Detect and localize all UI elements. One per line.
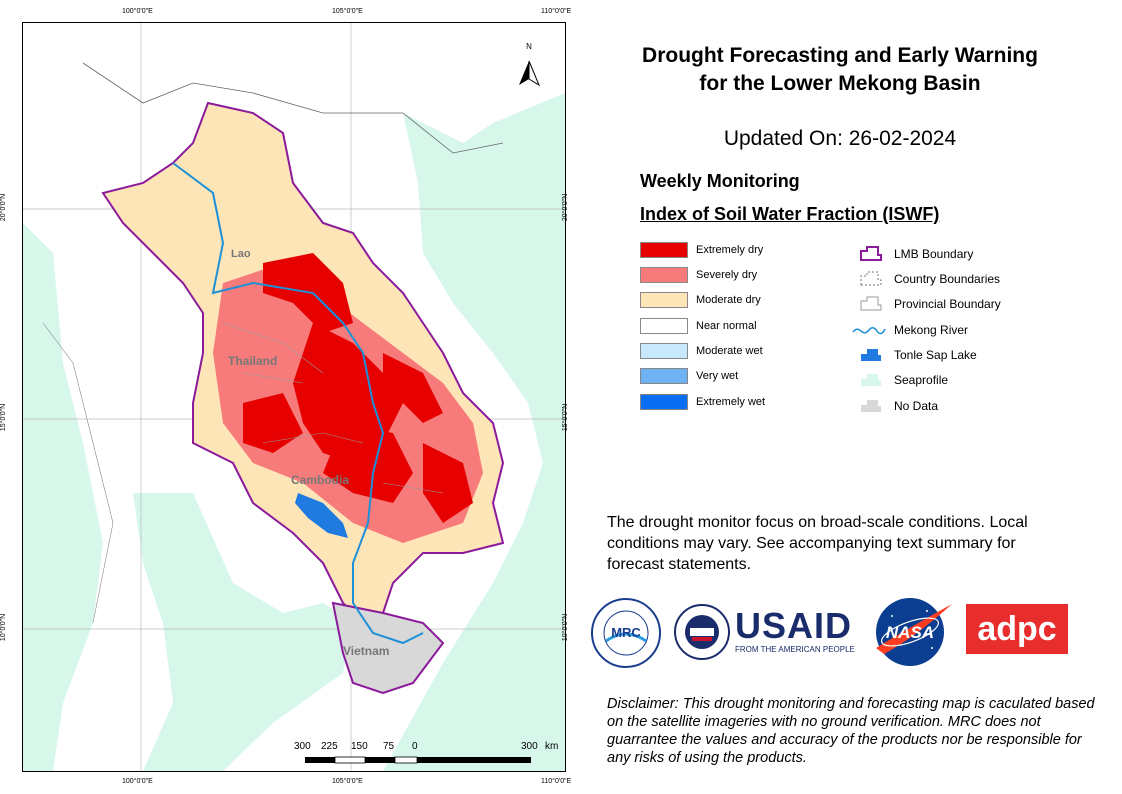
updated-date: Updated On: 26-02-2024: [723, 127, 957, 150]
coord-bottom: 105°0'0"E: [332, 778, 363, 785]
legend-swatch: [640, 343, 688, 359]
coord-right: 15°0'0"N: [562, 403, 570, 432]
scale-label: 75: [383, 741, 395, 752]
map-frame[interactable]: N Lao Thailand Cambodia Vietnam: [22, 22, 566, 772]
lake-icon: [861, 349, 881, 361]
usaid-seal: [673, 603, 731, 661]
coord-top: 100°0'0"E: [122, 8, 153, 15]
nasa-logo: NASA: [872, 596, 954, 668]
legend-item: No Data: [858, 397, 938, 415]
title-line2: for the Lower Mekong Basin: [699, 72, 981, 95]
legend-item: Very wet: [640, 368, 738, 384]
scale-label: 150: [351, 741, 368, 752]
nodata-icon: [861, 400, 881, 412]
label-vietnam: Vietnam: [343, 644, 389, 658]
legend-swatch: [640, 318, 688, 334]
legend-item: Severely dry: [640, 267, 757, 283]
title-line1: Drought Forecasting and Early Warning: [642, 44, 1038, 67]
coord-right: 10°0'0"N: [562, 613, 570, 642]
north-label: N: [526, 42, 532, 51]
legend-item: Moderate dry: [640, 292, 761, 308]
scale-label: 0: [412, 741, 418, 752]
scale-label: km: [545, 741, 559, 752]
legend-item: Extremely wet: [640, 394, 765, 410]
legend-swatch: [640, 267, 688, 283]
usaid-tagline: FROM THE AMERICAN PEOPLE: [735, 645, 855, 654]
sea-east: [383, 93, 565, 771]
mrc-logo-text: MRC: [611, 625, 641, 640]
legend-item: Near normal: [640, 318, 757, 334]
country-boundary-icon: [860, 271, 882, 286]
coord-bottom: 100°0'0"E: [122, 778, 153, 785]
monitor-note: The drought monitor focus on broad-scale…: [607, 514, 1028, 573]
legend-item: Mekong River: [852, 321, 968, 339]
delta-nodata: [331, 601, 445, 695]
legend-item: Country Boundaries: [858, 270, 1000, 288]
legend-swatch: [640, 242, 688, 258]
legend-item: Moderate wet: [640, 343, 763, 359]
label-lao: Lao: [231, 248, 251, 260]
mekong-river: [172, 162, 424, 645]
usaid-logo-text: USAID: [735, 605, 853, 646]
coord-left: 15°0'0"N: [0, 403, 8, 432]
legend-swatch: [640, 368, 688, 384]
scale-bar: [305, 756, 531, 764]
page-title: Drought Forecasting and Early Warning fo…: [590, 42, 1090, 98]
section-title: Weekly Monitoring: [640, 171, 800, 191]
coord-left: 20°0'0"N: [0, 193, 8, 222]
river-icon: [852, 327, 886, 335]
legend-item: Provincial Boundary: [858, 295, 1001, 313]
label-cambodia: Cambodia: [291, 473, 349, 487]
coord-top: 105°0'0"E: [332, 8, 363, 15]
label-thailand: Thailand: [228, 354, 277, 368]
coord-left: 10°0'0"N: [0, 613, 8, 642]
mrc-logo: MRC: [590, 597, 662, 669]
sea-gulf: [133, 493, 353, 771]
scale-label: 300: [294, 741, 311, 752]
tonle-sap: [295, 493, 348, 538]
adpc-logo-text: adpc: [977, 610, 1057, 648]
lmb-boundary-icon: [860, 246, 882, 261]
legend-item: Seaprofile: [858, 371, 948, 389]
index-title: Index of Soil Water Fraction (ISWF): [640, 204, 940, 224]
legend-item: LMB Boundary: [858, 245, 973, 263]
coord-bottom: 110°0'0"E: [541, 778, 572, 785]
scale-label: 225: [321, 741, 338, 752]
legend-item: Tonle Sap Lake: [858, 346, 977, 364]
nasa-logo-text: NASA: [886, 623, 934, 642]
sea-icon: [861, 374, 881, 386]
north-arrow-icon: [519, 60, 541, 87]
provincial-boundary-icon: [860, 296, 882, 311]
map-svg[interactable]: N Lao Thailand Cambodia Vietnam: [23, 23, 565, 771]
usaid-logo: USAID FROM THE AMERICAN PEOPLE: [735, 607, 865, 657]
coord-right: 20°0'0"N: [562, 193, 570, 222]
legend-item: Extremely dry: [640, 242, 763, 258]
legend-swatch: [640, 292, 688, 308]
adpc-logo: adpc: [966, 604, 1068, 654]
legend-swatch: [640, 394, 688, 410]
disclaimer: Disclaimer: This drought monitoring and …: [607, 696, 1095, 766]
sea-west: [23, 223, 103, 771]
scale-label: 300: [521, 741, 538, 752]
coord-top: 110°0'0"E: [541, 8, 572, 15]
